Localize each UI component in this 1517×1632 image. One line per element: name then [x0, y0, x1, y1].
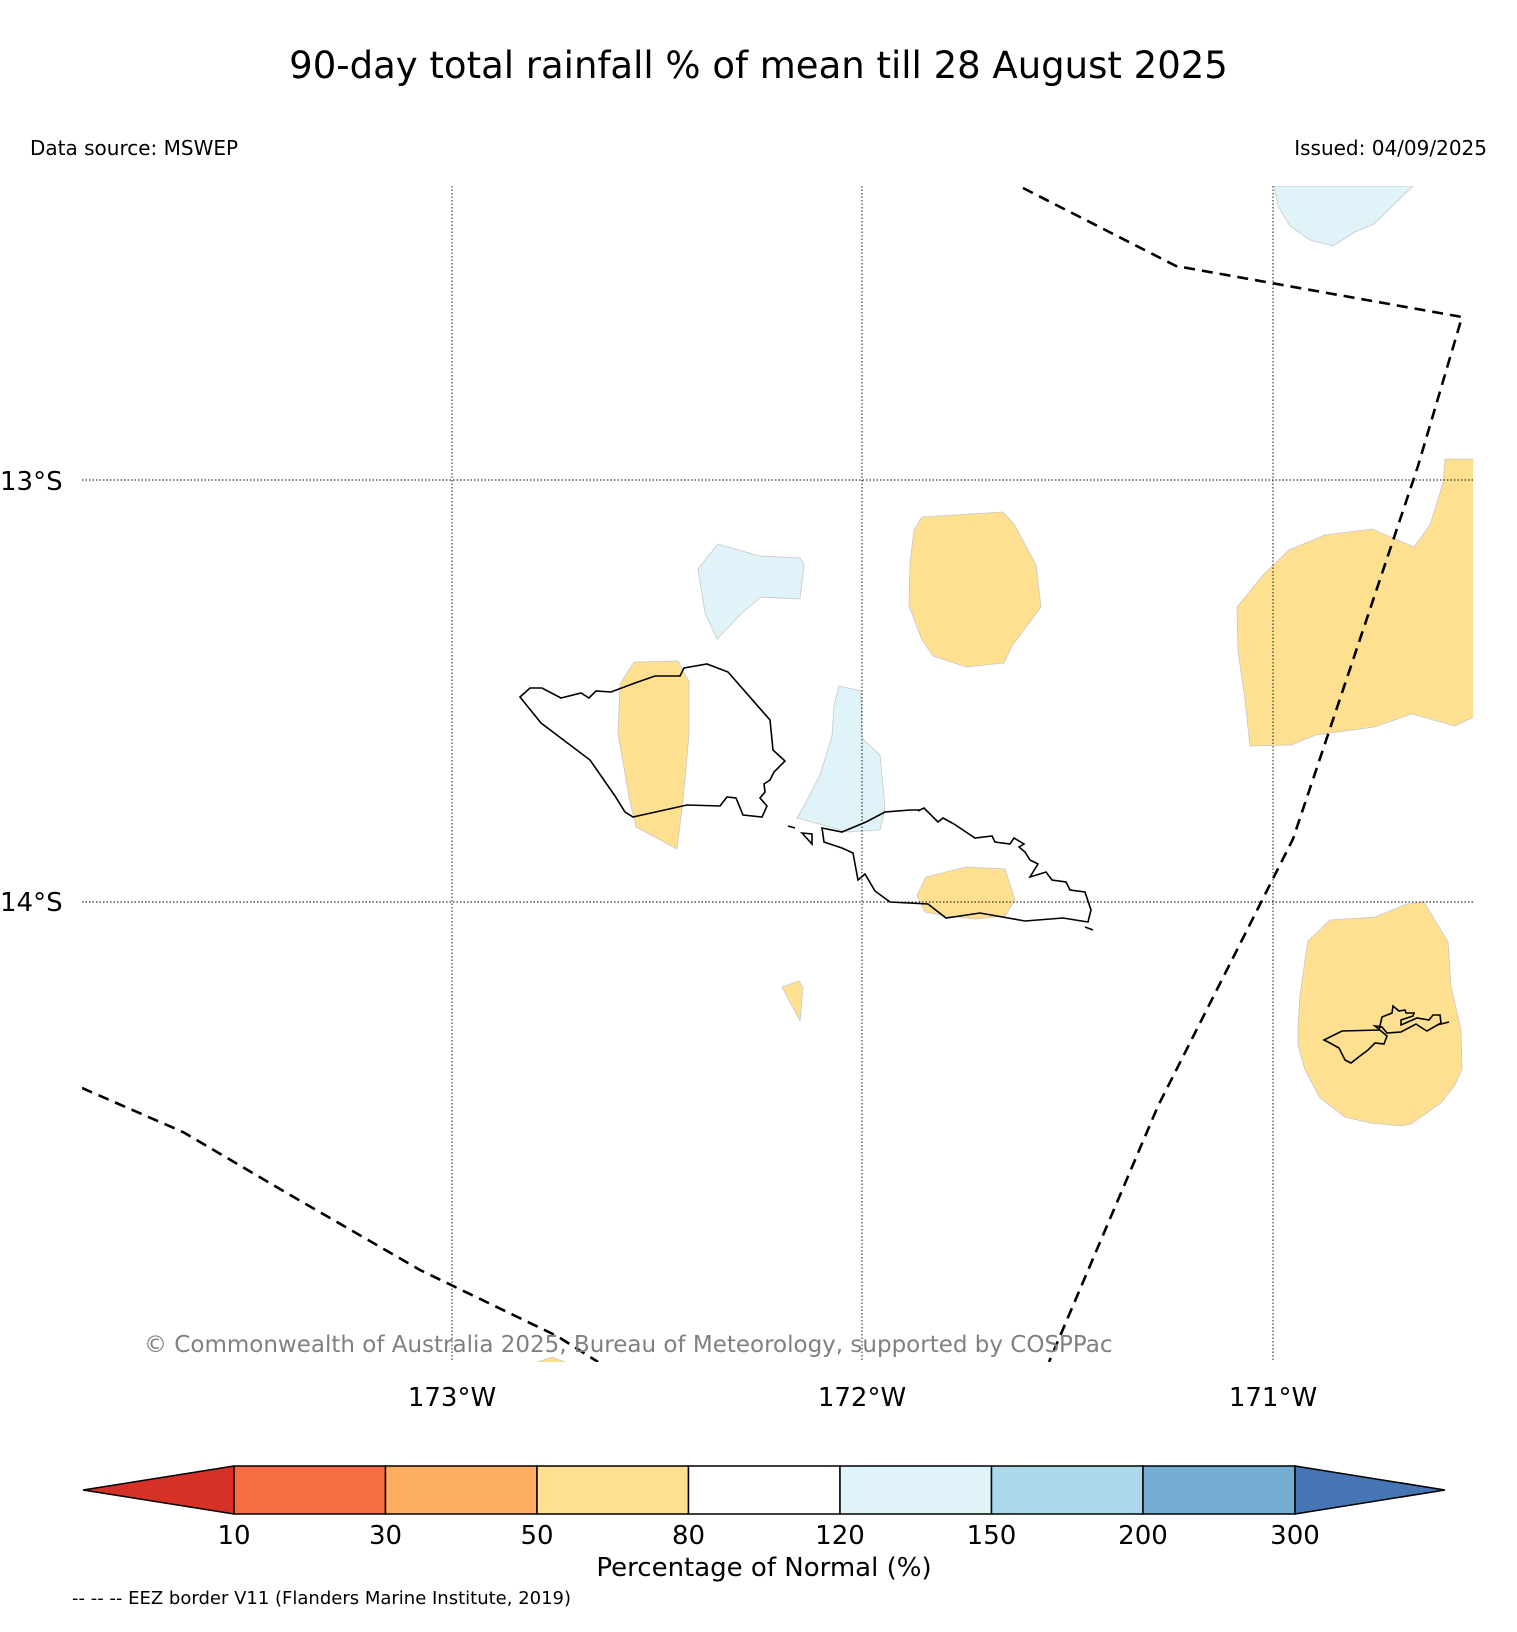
anomaly-region-50-80 [1297, 901, 1463, 1127]
eez-borders [82, 186, 1464, 1362]
map-title: 90-day total rainfall % of mean till 28 … [289, 44, 1228, 87]
eez-border-south [82, 1086, 599, 1362]
colorbar-tick-label: 50 [520, 1521, 553, 1551]
apolima-islet-outline [787, 825, 796, 829]
upolu-island-outline [821, 807, 1092, 923]
colorbar-bin-10-30 [233, 1465, 387, 1515]
colorbar-extend-low [82, 1465, 235, 1515]
anomaly-region-120-150 [796, 685, 886, 833]
upolu-east-tip [1084, 926, 1094, 931]
lon-label-171w: 171°W [1229, 1383, 1317, 1413]
colorbar-tick-label: 120 [815, 1521, 865, 1551]
colorbar-tick-label: 30 [369, 1521, 402, 1551]
anomaly-region-50-80 [536, 1356, 566, 1362]
colorbar-tick-label: 80 [672, 1521, 705, 1551]
anomaly-region-50-80 [908, 511, 1042, 668]
colorbar-bin-200-300 [1142, 1465, 1296, 1515]
anomaly-region-120-150 [1273, 186, 1414, 247]
tutuila-island-outline [1322, 1004, 1442, 1064]
anomaly-region-50-80 [781, 980, 804, 1023]
below-normal-regions [536, 458, 1473, 1362]
colorbar-bin-120-150 [839, 1465, 993, 1515]
copyright-text: © Commonwealth of Australia 2025, Bureau… [144, 1332, 1113, 1358]
colorbar-tick-label: 10 [217, 1521, 250, 1551]
lon-label-172w: 172°W [818, 1383, 906, 1413]
colorbar-bin-30-50 [384, 1465, 538, 1515]
lon-label-173w: 173°W [408, 1383, 496, 1413]
lat-label-13s: 13°S [0, 467, 63, 497]
tutuila-east-tip [1436, 1021, 1450, 1026]
above-normal-regions [697, 186, 1414, 833]
graticule [82, 186, 1473, 1362]
savaii-island-outline [518, 663, 787, 818]
anomaly-region-120-150 [697, 543, 805, 640]
colorbar-bin-150-200 [990, 1465, 1144, 1515]
colorbar: 10 30 50 80 120 150 200 300 Percentage o… [82, 1465, 1446, 1583]
anomaly-region-50-80 [617, 660, 690, 850]
issued-date-label: Issued: 04/09/2025 [1294, 136, 1487, 160]
anomaly-region-50-80 [1236, 458, 1473, 747]
manono-islet-outline [800, 831, 813, 847]
colorbar-title: Percentage of Normal (%) [596, 1553, 931, 1583]
colorbar-extend-high [1294, 1465, 1446, 1515]
colorbar-bin-50-80 [536, 1465, 690, 1515]
coastlines [518, 663, 1450, 1064]
colorbar-tick-label: 200 [1118, 1521, 1168, 1551]
colorbar-bin-80-120 [687, 1465, 841, 1515]
colorbar-tick-label: 150 [967, 1521, 1017, 1551]
data-source-label: Data source: MSWEP [30, 136, 239, 160]
eez-border-north [1022, 186, 1464, 1362]
lat-label-14s: 14°S [0, 888, 63, 918]
eez-legend-note: -- -- -- EEZ border V11 (Flanders Marine… [72, 1588, 572, 1609]
anomaly-region-50-80 [916, 866, 1016, 920]
colorbar-tick-label: 300 [1270, 1521, 1320, 1551]
map-area: © Commonwealth of Australia 2025, Bureau… [82, 186, 1473, 1362]
